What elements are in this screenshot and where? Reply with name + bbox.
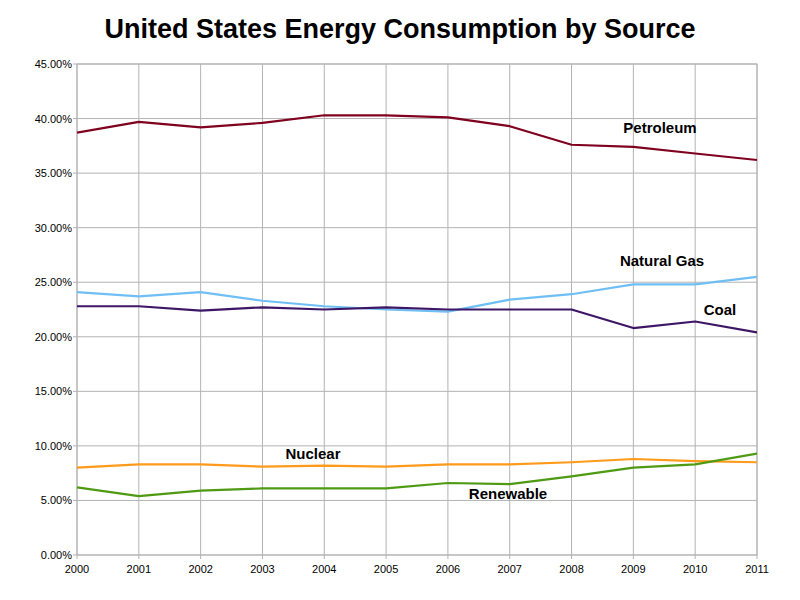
y-tick-label: 5.00% xyxy=(41,494,72,506)
y-grid-line xyxy=(77,282,757,283)
y-tick xyxy=(73,173,77,174)
x-grid-line xyxy=(262,64,263,555)
series-label: Natural Gas xyxy=(620,252,704,269)
x-tick-label: 2003 xyxy=(250,563,274,575)
y-tick-label: 15.00% xyxy=(35,385,73,397)
x-tick-label: 2007 xyxy=(497,563,521,575)
title: United States Energy Consumption by Sour… xyxy=(104,14,695,44)
series-line xyxy=(77,115,757,160)
y-grid-line xyxy=(77,391,757,392)
series-label: Renewable xyxy=(469,485,547,502)
x-tick-label: 2009 xyxy=(621,563,645,575)
x-tick xyxy=(695,555,696,559)
series-line xyxy=(77,306,757,332)
x-tick-label: 2006 xyxy=(436,563,460,575)
y-tick xyxy=(73,555,77,556)
x-grid-line xyxy=(695,64,696,555)
y-tick xyxy=(73,336,77,337)
x-tick xyxy=(262,555,263,559)
plot-frame xyxy=(77,64,757,555)
x-grid-line xyxy=(633,64,634,555)
x-tick xyxy=(447,555,448,559)
y-tick xyxy=(73,227,77,228)
series-line xyxy=(77,277,757,312)
x-tick-label: 2010 xyxy=(683,563,707,575)
x-tick-label: 2001 xyxy=(127,563,151,575)
y-tick xyxy=(73,391,77,392)
x-grid-line xyxy=(138,64,139,555)
x-tick xyxy=(509,555,510,559)
x-tick xyxy=(324,555,325,559)
series-label: Nuclear xyxy=(285,445,340,462)
y-tick xyxy=(73,64,77,65)
y-tick-label: 20.00% xyxy=(35,331,73,343)
y-tick xyxy=(73,445,77,446)
x-tick-label: 2000 xyxy=(65,563,89,575)
axis-labels: 0.00% 5.00% 10.00% 15.00% 20.00% 25.00% 30.00%… xyxy=(35,58,769,575)
y-tick-label: 45.00% xyxy=(35,58,73,70)
y-grid-line xyxy=(77,445,757,446)
x-tick-label: 2005 xyxy=(374,563,398,575)
y-grid-line xyxy=(77,227,757,228)
series-label: Coal xyxy=(704,301,737,318)
y-grid-line xyxy=(77,500,757,501)
chart: United States Energy Consumption by Sour… xyxy=(0,0,800,600)
grid xyxy=(77,64,757,555)
series-label: Petroleum xyxy=(623,119,696,136)
x-tick xyxy=(386,555,387,559)
y-tick-label: 35.00% xyxy=(35,167,73,179)
y-tick xyxy=(73,500,77,501)
y-tick xyxy=(73,282,77,283)
x-tick xyxy=(571,555,572,559)
x-tick-label: 2004 xyxy=(312,563,336,575)
y-tick-label: 0.00% xyxy=(41,549,72,561)
x-tick xyxy=(757,555,758,559)
x-tick-label: 2011 xyxy=(745,563,769,575)
x-tick xyxy=(77,555,78,559)
y-grid-line xyxy=(77,173,757,174)
x-tick xyxy=(138,555,139,559)
y-tick-label: 40.00% xyxy=(35,113,73,125)
x-tick xyxy=(200,555,201,559)
series-lines xyxy=(77,115,757,496)
x-tick-label: 2008 xyxy=(559,563,583,575)
x-tick-label: 2002 xyxy=(188,563,212,575)
series-line xyxy=(77,454,757,497)
y-tick-label: 10.00% xyxy=(35,440,73,452)
y-tick xyxy=(73,118,77,119)
y-grid-line xyxy=(77,336,757,337)
y-tick-label: 25.00% xyxy=(35,276,73,288)
x-tick xyxy=(633,555,634,559)
series-labels: Petroleum Natural Gas Coal Nuclear Renewable xyxy=(285,119,736,502)
y-tick-label: 30.00% xyxy=(35,222,73,234)
